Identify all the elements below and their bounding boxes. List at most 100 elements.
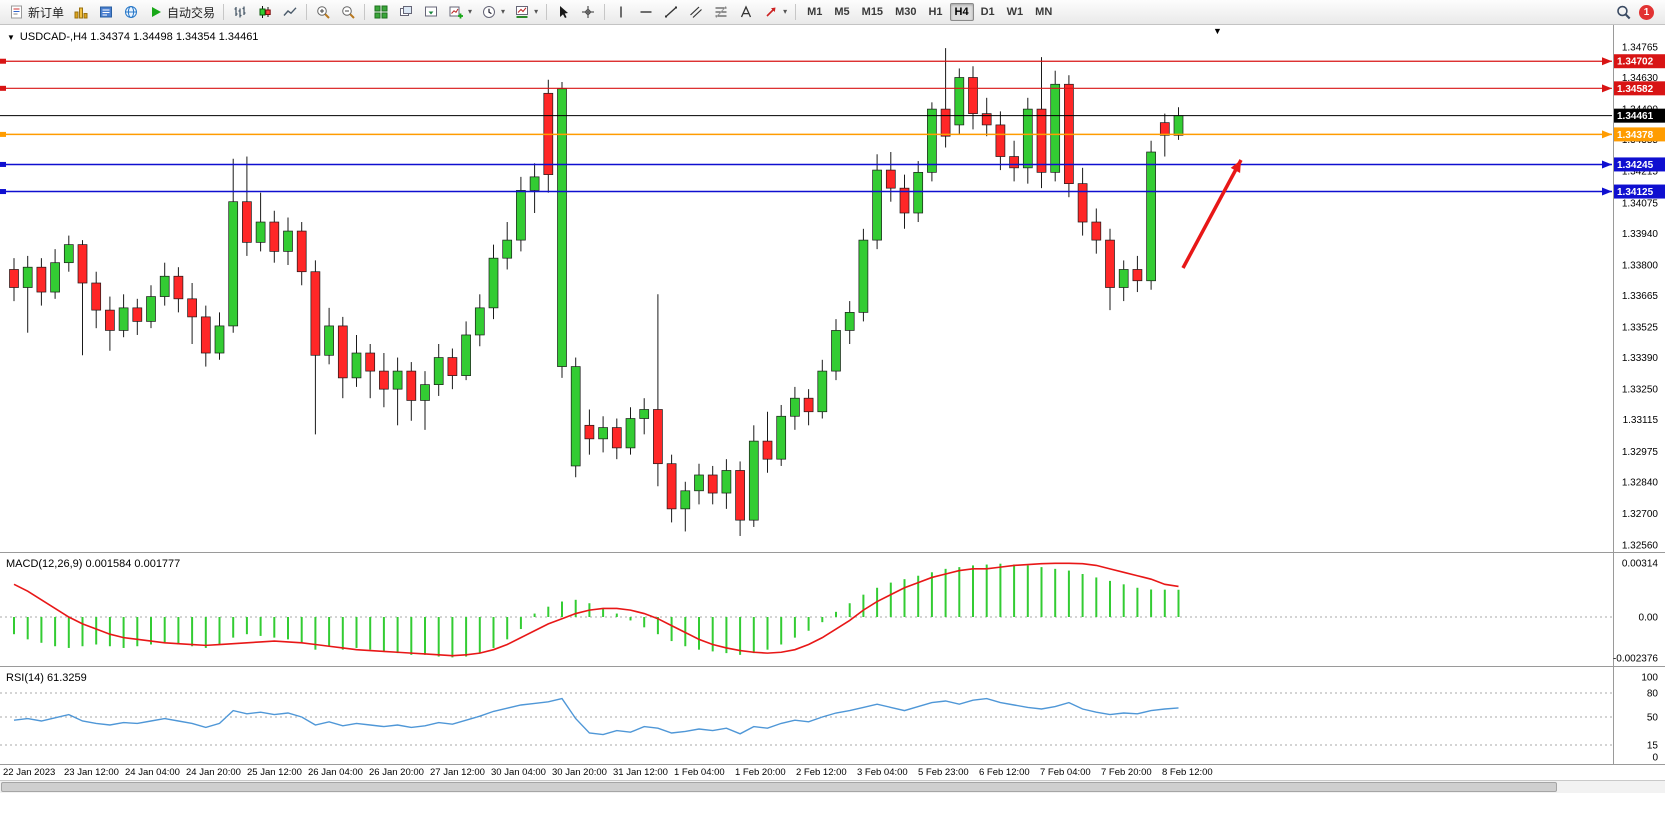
zoom-in-button[interactable]	[311, 1, 335, 24]
autotrading-label: 自动交易	[167, 5, 216, 20]
market-watch-icon	[100, 6, 113, 18]
timeframe-button-h1[interactable]: H1	[928, 6, 943, 18]
chevron-down-icon: ▾	[534, 7, 539, 16]
timeframe-button-d1[interactable]: D1	[980, 6, 995, 18]
svg-text:1.34702: 1.34702	[1617, 57, 1654, 68]
charts-button[interactable]	[69, 1, 93, 24]
toolbar-separator	[604, 4, 606, 20]
ohlc-bars-icon	[234, 6, 246, 18]
timeframe-button-mn[interactable]: MN	[1035, 6, 1053, 18]
new-order-icon	[11, 5, 22, 19]
timeframe-button-h4[interactable]: H4	[949, 3, 974, 21]
svg-text:27 Jan 12:00: 27 Jan 12:00	[430, 767, 485, 778]
horizontal-lines[interactable]: 1.34702 1.34582 1.34461 1.34378 1.34245 1.341…	[0, 54, 1665, 199]
svg-text:7 Feb 20:00: 7 Feb 20:00	[1101, 767, 1152, 778]
channel-icon	[690, 6, 702, 18]
svg-text:1.32975: 1.32975	[1622, 447, 1659, 458]
chevron-down-icon: ▾	[468, 7, 473, 16]
vertical-line-icon	[620, 6, 622, 18]
svg-text:1.33525: 1.33525	[1622, 323, 1659, 334]
svg-text:1.32700: 1.32700	[1622, 509, 1659, 520]
tile-windows-button[interactable]	[369, 1, 393, 24]
scrollbar-thumb[interactable]	[1, 782, 1557, 792]
svg-text:1.34461: 1.34461	[1617, 111, 1654, 122]
autotrading-play-icon	[152, 7, 162, 17]
collapse-arrow-icon[interactable]: ▼	[7, 32, 15, 42]
svg-text:1.33665: 1.33665	[1622, 291, 1659, 302]
svg-text:1.34215: 1.34215	[1622, 167, 1659, 178]
restore-window-button[interactable]	[419, 1, 443, 24]
timeframe-button-m30[interactable]: M30	[895, 6, 917, 18]
svg-text:24 Jan 20:00: 24 Jan 20:00	[186, 767, 241, 778]
candlestick-icon	[259, 6, 271, 18]
svg-text:50: 50	[1647, 713, 1659, 724]
svg-text:0.00: 0.00	[1639, 613, 1659, 624]
rsi-axis: 100 80 50 150	[1641, 673, 1658, 764]
svg-text:1.34075: 1.34075	[1622, 198, 1659, 209]
zoom-in-icon	[317, 6, 330, 19]
new-chart-plus-icon	[449, 6, 464, 19]
arrows-tool-button[interactable]: ▾	[759, 1, 791, 24]
time-axis[interactable]: 22 Jan 2023 23 Jan 12:00 24 Jan 04:00 24 Ja…	[3, 767, 1213, 778]
svg-text:1.34630: 1.34630	[1622, 73, 1659, 84]
line-chart-type-button[interactable]	[278, 1, 302, 24]
svg-text:0.00314: 0.00314	[1622, 559, 1659, 570]
cursor-button[interactable]	[551, 1, 575, 24]
svg-text:3 Feb 04:00: 3 Feb 04:00	[857, 767, 908, 778]
fibonacci-icon	[715, 6, 727, 18]
bar-chart-gold-icon	[74, 7, 88, 19]
arrow-tool-icon	[766, 7, 776, 17]
chevron-down-icon: ▾	[501, 7, 506, 16]
svg-text:24 Jan 04:00: 24 Jan 04:00	[125, 767, 180, 778]
timeframe-button-m15[interactable]: M15	[861, 6, 884, 18]
svg-text:25 Jan 12:00: 25 Jan 12:00	[247, 767, 302, 778]
vertical-line-tool-button[interactable]	[609, 1, 633, 24]
trendline-tool-button[interactable]	[659, 1, 683, 24]
toolbar: 新订单 自动交易	[0, 0, 1665, 25]
svg-text:2 Feb 12:00: 2 Feb 12:00	[796, 767, 847, 778]
new-order-label: 新订单	[28, 5, 65, 20]
cascade-windows-icon	[400, 6, 413, 16]
periods-button[interactable]: ▾	[477, 1, 509, 24]
timeframe-button-w1[interactable]: W1	[1006, 6, 1024, 18]
rsi-panel	[0, 692, 1612, 746]
svg-text:6 Feb 12:00: 6 Feb 12:00	[979, 767, 1030, 778]
search-button[interactable]	[1611, 1, 1636, 24]
svg-text:1.32560: 1.32560	[1622, 541, 1659, 552]
fibonacci-tool-button[interactable]	[709, 1, 733, 24]
text-tool-button[interactable]	[734, 1, 758, 24]
candlestick-type-button[interactable]	[253, 1, 277, 24]
timeframe-button-m1[interactable]: M1	[807, 6, 823, 18]
templates-button[interactable]: ▾	[510, 1, 542, 24]
chart-scrollbar[interactable]	[0, 780, 1665, 793]
channel-tool-button[interactable]	[684, 1, 708, 24]
market-watch-button[interactable]	[94, 1, 118, 24]
data-window-button[interactable]	[119, 1, 143, 24]
trend-arrow-annotation[interactable]	[1181, 159, 1243, 269]
new-chart-button[interactable]: ▾	[444, 1, 476, 24]
svg-text:1 Feb 20:00: 1 Feb 20:00	[735, 767, 786, 778]
cascade-windows-button[interactable]	[394, 1, 418, 24]
svg-text:1.33940: 1.33940	[1622, 229, 1659, 240]
notification-badge[interactable]: 1	[1639, 4, 1654, 20]
globe-icon	[125, 6, 138, 18]
bar-chart-type-button[interactable]	[228, 1, 252, 24]
svg-text:-0.002376: -0.002376	[1613, 653, 1658, 664]
horizontal-line-icon	[640, 11, 652, 13]
timeframe-button-m5[interactable]: M5	[834, 6, 850, 18]
svg-text:31 Jan 12:00: 31 Jan 12:00	[613, 767, 668, 778]
chart-menu-arrow-icon[interactable]: ▼	[1213, 26, 1222, 36]
macd-label: MACD(12,26,9) 0.001584 0.001777	[6, 558, 180, 570]
new-order-button[interactable]: 新订单	[5, 1, 68, 24]
svg-text:1.34245: 1.34245	[1617, 160, 1654, 171]
macd-panel	[13, 562, 1180, 658]
zoom-out-button[interactable]	[336, 1, 360, 24]
horizontal-line-tool-button[interactable]	[634, 1, 658, 24]
line-chart-icon	[283, 7, 297, 16]
crosshair-button[interactable]	[576, 1, 600, 24]
toolbar-separator	[223, 4, 225, 20]
autotrading-button[interactable]: 自动交易	[144, 1, 219, 24]
svg-text:30 Jan 04:00: 30 Jan 04:00	[491, 767, 546, 778]
svg-text:80: 80	[1647, 689, 1659, 700]
